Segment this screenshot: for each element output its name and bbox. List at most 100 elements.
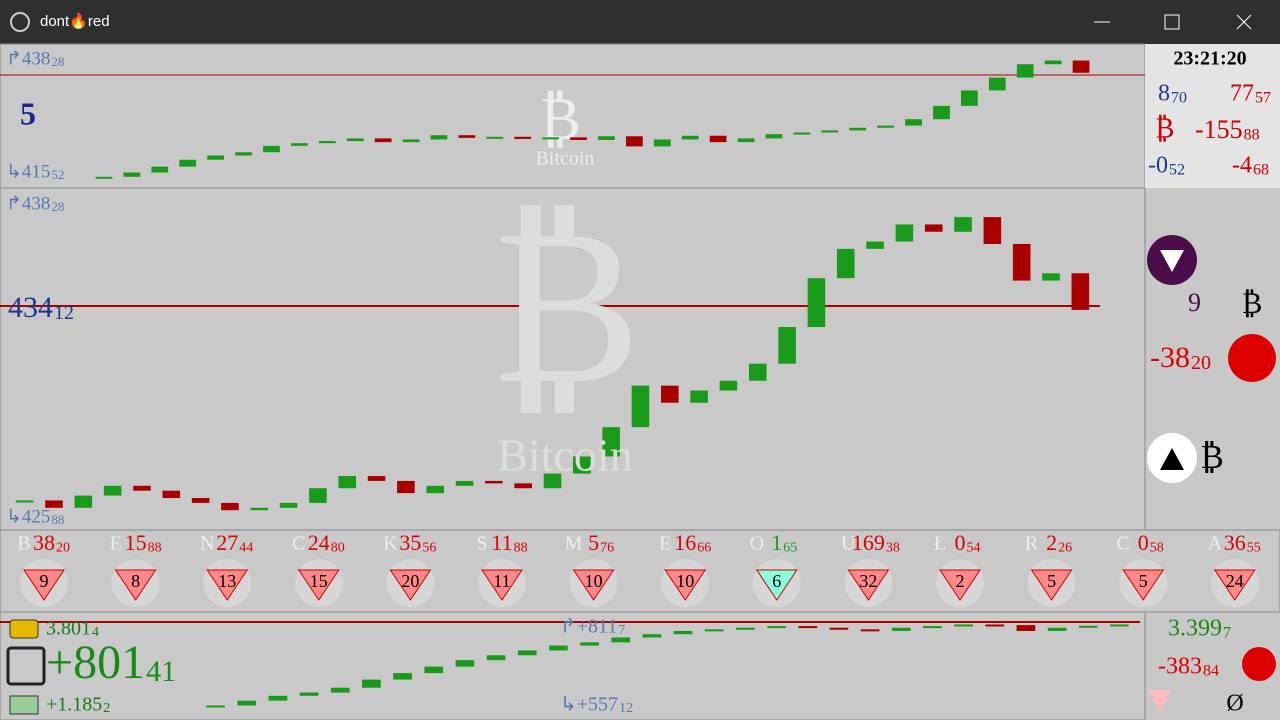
candle	[829, 627, 849, 630]
candle	[933, 105, 950, 120]
candle	[891, 627, 911, 631]
value-fraction: 20	[56, 541, 70, 556]
value-fraction: 12	[54, 302, 74, 324]
level-count: 5	[20, 95, 36, 131]
signal-triangle	[847, 569, 890, 601]
candle	[807, 278, 826, 328]
candle	[103, 485, 122, 496]
window-title: dont🔥red	[40, 12, 110, 30]
candle	[821, 130, 839, 133]
close-button[interactable]	[1236, 14, 1252, 30]
candle	[1016, 64, 1034, 78]
signal-count: 9	[40, 571, 49, 591]
watermark-icon: ₿	[489, 184, 641, 428]
value-fraction: 38	[886, 541, 900, 556]
signal-count: 9	[1188, 288, 1201, 317]
candle	[1071, 273, 1090, 310]
candle	[318, 141, 336, 144]
candle	[95, 176, 113, 179]
candle	[514, 136, 532, 139]
candle	[860, 629, 880, 632]
fire-icon	[1228, 334, 1276, 382]
candle	[602, 427, 620, 457]
candle	[778, 327, 796, 364]
signal-count: 32	[859, 571, 877, 591]
candle	[1047, 627, 1067, 631]
candle	[374, 138, 392, 143]
strip-letter: N	[200, 533, 214, 555]
value-main: -383	[1158, 654, 1202, 680]
candle	[1016, 625, 1036, 631]
value-fraction: 4	[92, 625, 99, 640]
value-fraction: 70	[1171, 89, 1187, 106]
candle	[719, 380, 738, 391]
value-fraction: 20	[1191, 352, 1211, 374]
candle	[15, 500, 34, 503]
symbol: Ø	[1226, 691, 1243, 717]
candle	[681, 135, 699, 140]
maximize-button[interactable]	[1164, 14, 1180, 30]
strip-letter: R	[1025, 533, 1039, 555]
value-fraction: 52	[51, 167, 64, 182]
candle	[299, 692, 319, 696]
signal-triangle	[664, 569, 707, 601]
candle	[866, 241, 884, 249]
candle	[330, 687, 350, 693]
watermark: Bitcoin	[536, 148, 595, 170]
strip-letter: E	[109, 533, 121, 555]
candle	[961, 90, 978, 106]
strip-letter: C	[292, 533, 305, 555]
signal-triangle	[939, 569, 981, 601]
up-arrow	[1160, 448, 1184, 470]
watermark-icon: ₿	[539, 86, 580, 152]
candle	[123, 172, 141, 177]
candle	[954, 217, 972, 232]
candle	[983, 217, 1002, 244]
candle	[179, 159, 197, 167]
candle	[690, 390, 708, 403]
candle	[397, 480, 415, 494]
value-fraction: 65	[783, 541, 797, 556]
value-main: ↱+811	[560, 616, 617, 638]
candle	[162, 490, 181, 499]
candle	[45, 500, 63, 508]
candle	[393, 673, 412, 680]
strip-letter: S	[476, 533, 487, 555]
fire-icon	[1242, 647, 1276, 681]
candle	[207, 155, 224, 160]
candle	[338, 476, 357, 489]
value-main: 169	[852, 530, 885, 555]
value-main: 16	[674, 530, 696, 555]
candle	[1072, 60, 1090, 73]
value-main: 0	[1138, 530, 1149, 555]
candle	[573, 456, 591, 474]
value-fraction: 54	[967, 541, 981, 556]
candle	[279, 502, 298, 508]
value-fraction: 84	[1203, 662, 1219, 679]
candle	[767, 626, 786, 629]
value-fraction: 7	[1223, 624, 1231, 641]
candle	[1110, 624, 1129, 627]
value-fraction: 28	[51, 199, 64, 214]
bottom-panel	[0, 611, 1146, 720]
candle	[514, 483, 532, 489]
strip-letter: C	[1117, 533, 1130, 555]
candle	[191, 498, 210, 503]
value-fraction: 88	[1244, 127, 1260, 144]
value-fraction: 44	[239, 541, 253, 556]
value-fraction: 57	[1255, 89, 1271, 106]
candle	[877, 125, 894, 128]
clock: 23:21:20	[1173, 48, 1246, 70]
watermark: Bitcoin	[497, 430, 632, 481]
value-main: 36	[1224, 530, 1246, 555]
candle	[905, 119, 922, 126]
signal-triangle	[206, 569, 249, 601]
signal-count: 5	[1139, 571, 1148, 591]
value-fraction: 52	[1169, 161, 1185, 178]
value-main: 8	[1158, 81, 1170, 107]
candle	[455, 660, 475, 667]
stats-box	[1145, 44, 1280, 188]
value-fraction: 80	[331, 541, 345, 556]
signal-triangle	[755, 569, 798, 601]
value-main: -4	[1232, 153, 1252, 179]
